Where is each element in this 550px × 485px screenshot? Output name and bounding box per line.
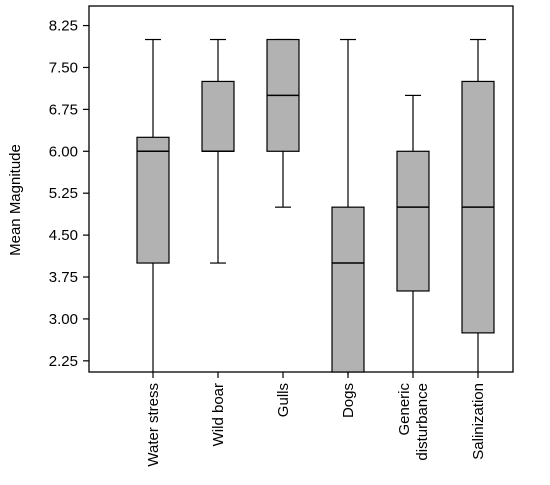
y-axis: 2.25 3.00 3.75 4.50 5.25 6.00 6.75 7.50 8.25 — [49, 18, 89, 370]
plot-frame — [88, 5, 514, 373]
x-tick-label: Gulls — [275, 383, 292, 417]
y-axis-label: Mean Magnitude — [7, 144, 24, 256]
x-tick-label: Salinization — [470, 383, 487, 460]
y-tick-label: 6.00 — [49, 143, 78, 160]
y-tick-label: 5.25 — [49, 185, 78, 202]
box-group — [201, 38, 235, 264]
box-group — [331, 38, 365, 375]
y-tick-label: 6.75 — [49, 101, 78, 118]
x-tick-label: Generic — [396, 383, 413, 436]
x-tick-label: Dogs — [340, 383, 357, 418]
y-tick-label: 3.75 — [49, 269, 78, 286]
boxes — [136, 38, 495, 375]
box — [136, 136, 170, 264]
y-tick-label: 3.00 — [49, 311, 78, 328]
box-group — [396, 94, 430, 372]
x-tick-label: Water stress — [145, 383, 162, 467]
box — [396, 150, 430, 292]
y-tick-label: 2.25 — [49, 353, 78, 370]
box — [201, 80, 235, 152]
y-tick-label: 4.50 — [49, 227, 78, 244]
x-tick-label: disturbance — [414, 383, 431, 461]
x-tick-label: Wild boar — [210, 383, 227, 446]
y-tick-label: 7.50 — [49, 59, 78, 76]
box-group — [266, 38, 300, 208]
box-group — [461, 38, 495, 372]
y-tick-label: 8.25 — [49, 18, 78, 35]
box — [331, 206, 365, 373]
box-group — [136, 38, 170, 372]
x-axis: Water stress Wild boar Gulls Dogs Generic dis… — [145, 372, 487, 467]
